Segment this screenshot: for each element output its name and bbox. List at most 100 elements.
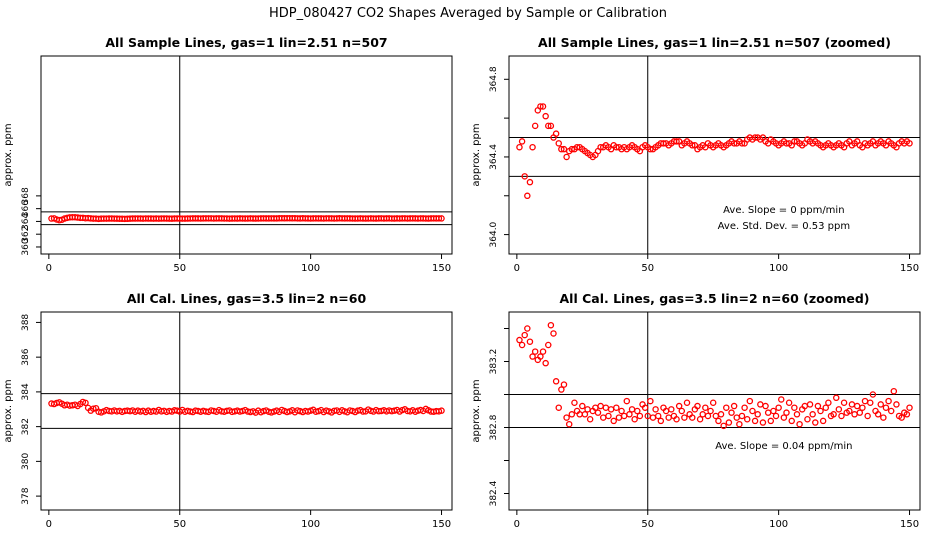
- data-point: [518, 138, 526, 145]
- data-point: [791, 138, 798, 145]
- x-tick-label: 50: [641, 519, 654, 530]
- chart-panel-3: All Cal. Lines, gas=3.5 lin=2 n=60 approx…: [3, 291, 453, 530]
- data-point: [861, 397, 869, 405]
- data-point: [791, 404, 798, 411]
- data-point: [531, 122, 539, 130]
- y-tick-label: 386: [21, 348, 31, 365]
- data-point: [531, 348, 539, 355]
- data-point: [809, 411, 816, 418]
- data-point: [568, 145, 576, 153]
- data-point: [438, 407, 445, 414]
- data-point: [573, 143, 581, 151]
- data-point: [555, 404, 562, 411]
- data-point: [634, 407, 641, 415]
- x-tick-label: 0: [514, 519, 520, 530]
- y-tick-label: 360: [21, 238, 31, 255]
- data-point: [780, 414, 788, 421]
- x-tick-label: 100: [769, 263, 788, 274]
- data-point: [571, 399, 578, 406]
- data-point: [783, 140, 790, 147]
- data-point: [539, 348, 547, 355]
- data-point: [518, 341, 526, 349]
- y-tick-label: 366: [21, 200, 31, 217]
- y-tick-label: 380: [21, 453, 31, 470]
- data-point: [832, 394, 840, 402]
- data-point: [898, 414, 905, 421]
- data-point: [545, 341, 552, 349]
- data-point: [599, 414, 607, 421]
- data-point: [547, 321, 555, 329]
- data-point: [586, 415, 594, 423]
- data-point: [647, 397, 654, 405]
- data-point: [657, 417, 665, 425]
- data-point: [738, 412, 746, 420]
- data-point: [681, 414, 688, 421]
- data-point: [607, 406, 615, 413]
- y-tick-label: 384: [21, 383, 31, 400]
- data-point: [678, 407, 686, 415]
- data-point: [547, 122, 555, 130]
- data-point: [526, 338, 534, 345]
- data-point: [641, 404, 649, 411]
- data-point: [552, 378, 560, 385]
- plot-frame: [508, 55, 921, 255]
- data-point: [565, 420, 573, 428]
- data-point: [817, 407, 824, 415]
- y-tick-label: 364.4: [489, 144, 499, 170]
- data-point: [906, 404, 913, 411]
- data-point: [526, 178, 534, 186]
- data-point: [825, 399, 832, 406]
- data-point: [754, 411, 761, 418]
- data-point: [743, 415, 751, 423]
- data-point: [563, 153, 570, 161]
- data-point: [560, 381, 568, 388]
- data-point: [736, 420, 743, 428]
- data-point: [555, 140, 562, 147]
- y-axis-label: approx. ppm: [471, 379, 482, 442]
- data-point: [597, 402, 604, 410]
- data-point: [542, 359, 549, 367]
- annotation-text: Ave. Slope = 0 ppm/min: [723, 205, 844, 216]
- data-point: [613, 404, 620, 411]
- data-point: [717, 411, 725, 418]
- data-point: [359, 408, 367, 415]
- data-point: [838, 412, 845, 420]
- data-point: [675, 402, 683, 410]
- data-point: [725, 419, 733, 426]
- chart-title: All Sample Lines, gas=1 lin=2.51 n=507: [105, 35, 387, 50]
- data-point: [647, 145, 654, 153]
- data-point: [521, 331, 528, 339]
- data-point: [822, 404, 830, 411]
- chart-title: All Sample Lines, gas=1 lin=2.51 n=507 (…: [538, 35, 891, 50]
- data-point: [851, 411, 858, 418]
- chart-title: All Cal. Lines, gas=3.5 lin=2 n=60 (zoom…: [560, 291, 870, 306]
- data-point: [728, 409, 735, 416]
- data-point: [597, 143, 604, 151]
- y-tick-label: 382.8: [489, 414, 499, 440]
- data-point: [568, 411, 576, 418]
- data-point: [529, 353, 536, 360]
- data-point: [762, 402, 769, 410]
- data-point: [673, 138, 680, 145]
- data-point: [537, 103, 544, 110]
- plot-frame: [508, 311, 921, 511]
- data-point: [613, 143, 620, 151]
- data-point: [563, 414, 570, 421]
- data-point: [688, 414, 696, 421]
- data-point: [709, 399, 717, 406]
- y-tick-label: 364: [21, 213, 31, 230]
- data-point: [783, 409, 790, 416]
- data-point: [793, 411, 801, 418]
- data-point: [699, 411, 706, 418]
- x-tick-label: 150: [432, 263, 451, 274]
- data-point: [730, 140, 738, 147]
- data-point: [631, 415, 638, 423]
- data-point: [746, 397, 754, 405]
- data-point: [560, 145, 568, 153]
- data-point: [545, 122, 552, 130]
- data-point: [751, 134, 759, 141]
- plot-frame: [40, 311, 453, 511]
- data-point: [767, 417, 775, 425]
- data-point: [859, 404, 866, 411]
- annotation-text: Ave. Std. Dev. = 0.53 ppm: [718, 221, 850, 232]
